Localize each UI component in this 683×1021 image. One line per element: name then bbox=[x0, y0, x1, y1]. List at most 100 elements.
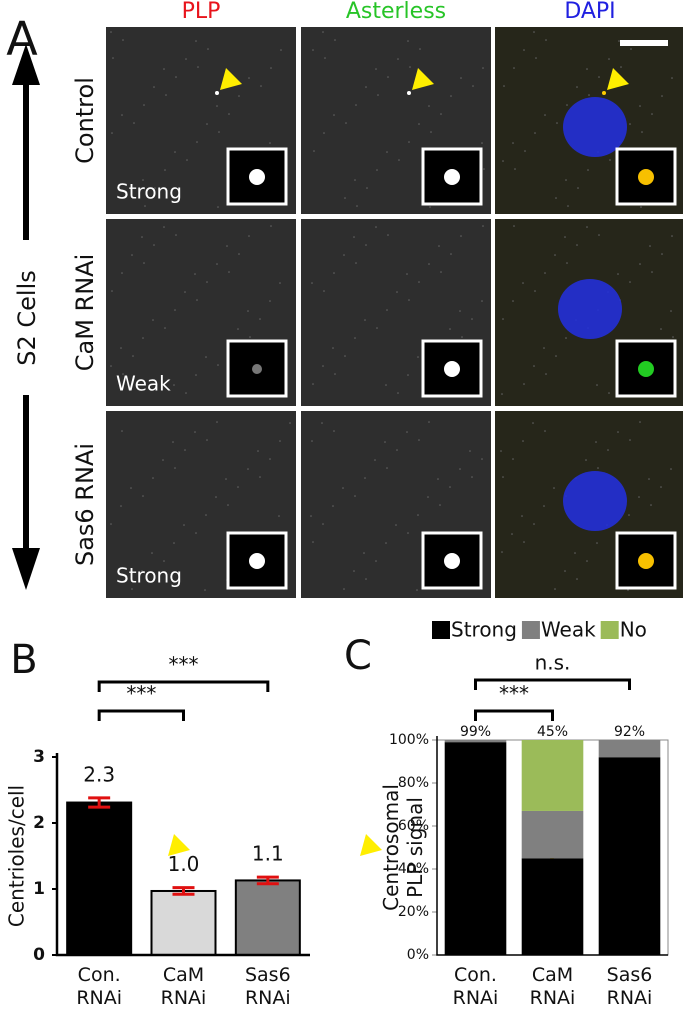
bar-segment bbox=[444, 742, 507, 955]
speckle bbox=[163, 68, 165, 70]
speckle bbox=[375, 226, 377, 228]
speckle bbox=[398, 159, 400, 161]
legend-swatch bbox=[600, 621, 619, 639]
speckle bbox=[354, 337, 356, 339]
speckle bbox=[122, 373, 124, 375]
speckle bbox=[618, 40, 620, 42]
x-tick-label: Sas6 RNAi bbox=[607, 964, 653, 1009]
significance-bracket bbox=[97, 680, 270, 692]
speckle bbox=[353, 236, 355, 238]
speckle bbox=[639, 263, 641, 265]
speckle bbox=[323, 132, 325, 134]
error-bar bbox=[256, 875, 279, 886]
speckle bbox=[218, 131, 220, 133]
speckle bbox=[429, 206, 431, 208]
y-tick-label: 3 bbox=[33, 747, 45, 767]
speckle bbox=[248, 77, 250, 79]
speckle bbox=[587, 169, 589, 171]
scale-bar bbox=[620, 40, 668, 46]
speckle bbox=[164, 327, 166, 329]
signal-label: Strong bbox=[116, 180, 182, 204]
speckle bbox=[430, 131, 432, 133]
speckle bbox=[364, 319, 366, 321]
speckle bbox=[661, 253, 663, 255]
speckle bbox=[356, 205, 358, 207]
speckle bbox=[163, 226, 165, 228]
speckle bbox=[131, 588, 133, 590]
speckle bbox=[279, 440, 281, 442]
speckle bbox=[501, 393, 503, 395]
speckle bbox=[481, 300, 483, 302]
speckle bbox=[344, 197, 346, 199]
value-label: 1.0 bbox=[168, 852, 200, 876]
speckle bbox=[110, 523, 112, 525]
arrowhead bbox=[360, 834, 382, 856]
speckle bbox=[172, 441, 174, 443]
speckle bbox=[417, 356, 419, 358]
speckle bbox=[418, 281, 420, 283]
speckle bbox=[194, 431, 196, 433]
speckle bbox=[397, 58, 399, 60]
speckle bbox=[460, 235, 462, 237]
speckle bbox=[607, 449, 609, 451]
speckle bbox=[651, 271, 653, 273]
legend-label: Strong bbox=[451, 618, 517, 642]
significance-bracket bbox=[97, 709, 185, 721]
speckle bbox=[184, 449, 186, 451]
inset-dot bbox=[249, 553, 265, 569]
speckle bbox=[450, 253, 452, 255]
speckle bbox=[120, 505, 122, 507]
legend-label: No bbox=[620, 618, 647, 642]
speckle bbox=[501, 551, 503, 553]
bar-segment bbox=[521, 858, 584, 955]
speckle bbox=[574, 552, 576, 554]
speckle bbox=[257, 450, 259, 452]
significance-label: *** bbox=[169, 653, 199, 677]
speckle bbox=[483, 168, 485, 170]
speckle bbox=[216, 421, 218, 423]
speckle bbox=[524, 150, 526, 152]
speckle bbox=[143, 104, 145, 106]
speckle bbox=[216, 263, 218, 265]
speckle bbox=[567, 205, 569, 207]
speckle bbox=[247, 310, 249, 312]
arrow-head bbox=[12, 44, 40, 85]
column-header: DAPI bbox=[564, 0, 615, 24]
speckle bbox=[195, 374, 197, 376]
speckle bbox=[650, 504, 652, 506]
y-tick-label: 40% bbox=[398, 861, 429, 877]
speckle bbox=[586, 560, 588, 562]
speckle bbox=[237, 486, 239, 488]
speckle bbox=[469, 450, 471, 452]
speckle bbox=[545, 373, 547, 375]
speckle bbox=[545, 39, 547, 41]
speckle bbox=[343, 588, 345, 590]
speckle bbox=[376, 327, 378, 329]
row-label: CaM RNAi bbox=[71, 254, 99, 372]
speckle bbox=[173, 384, 175, 386]
panel-label: B bbox=[10, 637, 37, 683]
speckle bbox=[112, 57, 114, 59]
x-tick-label: Con. RNAi bbox=[453, 964, 499, 1009]
speckle bbox=[471, 476, 473, 478]
speckle bbox=[226, 245, 228, 247]
speckle bbox=[141, 236, 143, 238]
speckle bbox=[471, 318, 473, 320]
speckle bbox=[332, 347, 334, 349]
centrosome bbox=[163, 857, 167, 861]
speckle bbox=[121, 430, 123, 432]
speckle bbox=[259, 476, 261, 478]
speckle bbox=[121, 114, 123, 116]
speckle bbox=[543, 347, 545, 349]
speckle bbox=[671, 235, 673, 237]
centrosome bbox=[602, 91, 606, 95]
speckle bbox=[238, 253, 240, 255]
row-label: Sas6 RNAi bbox=[71, 443, 99, 566]
centrosome bbox=[407, 91, 411, 95]
value-label: 99% bbox=[460, 724, 491, 740]
speckle bbox=[556, 122, 558, 124]
value-label: 45% bbox=[537, 724, 568, 740]
speckle bbox=[440, 113, 442, 115]
speckle bbox=[576, 578, 578, 580]
arrowhead bbox=[412, 68, 434, 90]
